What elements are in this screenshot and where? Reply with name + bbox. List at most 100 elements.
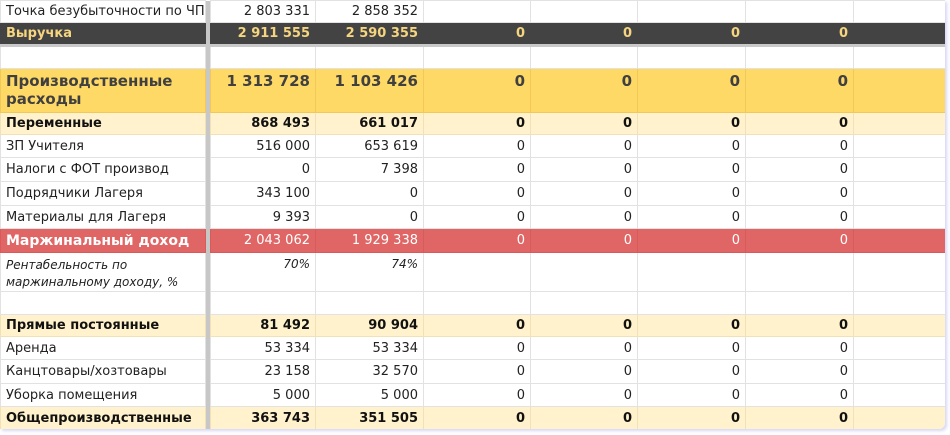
value-cell[interactable]: [853, 383, 945, 407]
value-cell[interactable]: 363 743: [210, 406, 316, 429]
value-cell[interactable]: [853, 44, 945, 69]
value-cell[interactable]: 0: [530, 314, 638, 337]
value-cell[interactable]: 32 570: [315, 359, 424, 384]
frozen-column-divider[interactable]: [205, 44, 211, 69]
value-cell[interactable]: [530, 0, 638, 23]
value-cell[interactable]: [423, 44, 531, 69]
value-cell[interactable]: 0: [745, 134, 854, 158]
value-cell[interactable]: [853, 134, 945, 158]
value-cell[interactable]: [637, 44, 746, 69]
frozen-column-divider[interactable]: [205, 252, 211, 292]
value-cell[interactable]: 2 911 555: [210, 22, 316, 46]
row-label-cell[interactable]: Уборка помещения: [0, 383, 206, 407]
row-label-cell[interactable]: Подрядчики Лагеря: [0, 181, 206, 206]
frozen-column-divider[interactable]: [205, 314, 211, 337]
value-cell[interactable]: [745, 252, 854, 292]
row-label-cell[interactable]: Производственные расходы: [0, 68, 206, 113]
value-cell[interactable]: 0: [423, 157, 531, 182]
row-label-cell[interactable]: Выручка: [0, 22, 206, 46]
value-cell[interactable]: 0: [637, 22, 746, 46]
value-cell[interactable]: 0: [423, 134, 531, 158]
value-cell[interactable]: 90 904: [315, 314, 424, 337]
value-cell[interactable]: 7 398: [315, 157, 424, 182]
frozen-column-divider[interactable]: [205, 68, 211, 113]
value-cell[interactable]: 0: [530, 383, 638, 407]
value-cell[interactable]: 2 590 355: [315, 22, 424, 46]
value-cell[interactable]: 0: [745, 336, 854, 360]
frozen-column-divider[interactable]: [205, 157, 211, 182]
value-cell[interactable]: 0: [637, 336, 746, 360]
value-cell[interactable]: 0: [423, 406, 531, 429]
value-cell[interactable]: [853, 336, 945, 360]
value-cell[interactable]: 0: [745, 359, 854, 384]
value-cell[interactable]: [853, 359, 945, 384]
value-cell[interactable]: 1 313 728: [210, 68, 316, 113]
frozen-column-divider[interactable]: [205, 291, 211, 315]
row-label-cell[interactable]: Аренда: [0, 336, 206, 360]
row-label-cell[interactable]: Канцтовары/хозтовары: [0, 359, 206, 384]
value-cell[interactable]: 0: [637, 112, 746, 135]
value-cell[interactable]: [853, 181, 945, 206]
value-cell[interactable]: 0: [423, 68, 531, 113]
value-cell[interactable]: 53 334: [210, 336, 316, 360]
value-cell[interactable]: 0: [637, 68, 746, 113]
value-cell[interactable]: [315, 291, 424, 315]
value-cell[interactable]: [745, 0, 854, 23]
value-cell[interactable]: [853, 157, 945, 182]
value-cell[interactable]: 53 334: [315, 336, 424, 360]
value-cell[interactable]: 0: [745, 228, 854, 253]
value-cell[interactable]: 0: [745, 406, 854, 429]
value-cell[interactable]: 0: [637, 383, 746, 407]
value-cell[interactable]: [637, 291, 746, 315]
frozen-column-divider[interactable]: [205, 112, 211, 135]
value-cell[interactable]: [853, 406, 945, 429]
value-cell[interactable]: 0: [423, 181, 531, 206]
value-cell[interactable]: 5 000: [210, 383, 316, 407]
value-cell[interactable]: 516 000: [210, 134, 316, 158]
value-cell[interactable]: 2 043 062: [210, 228, 316, 253]
value-cell[interactable]: 343 100: [210, 181, 316, 206]
value-cell[interactable]: 23 158: [210, 359, 316, 384]
value-cell[interactable]: 5 000: [315, 383, 424, 407]
value-cell[interactable]: 2 858 352: [315, 0, 424, 23]
value-cell[interactable]: 0: [530, 157, 638, 182]
frozen-column-divider[interactable]: [205, 228, 211, 253]
value-cell[interactable]: 0: [423, 383, 531, 407]
frozen-column-divider[interactable]: [205, 406, 211, 429]
value-cell[interactable]: 70%: [210, 252, 316, 292]
frozen-column-divider[interactable]: [205, 0, 211, 23]
value-cell[interactable]: 0: [637, 359, 746, 384]
value-cell[interactable]: [745, 44, 854, 69]
value-cell[interactable]: 0: [745, 68, 854, 113]
value-cell[interactable]: [210, 291, 316, 315]
value-cell[interactable]: [853, 252, 945, 292]
value-cell[interactable]: 0: [315, 205, 424, 229]
value-cell[interactable]: 0: [745, 383, 854, 407]
value-cell[interactable]: 0: [530, 112, 638, 135]
value-cell[interactable]: 0: [530, 359, 638, 384]
frozen-column-divider[interactable]: [205, 181, 211, 206]
row-label-cell[interactable]: Налоги с ФОТ производ: [0, 157, 206, 182]
row-label-cell[interactable]: [0, 291, 206, 315]
value-cell[interactable]: 0: [637, 205, 746, 229]
value-cell[interactable]: 0: [315, 181, 424, 206]
value-cell[interactable]: [423, 252, 531, 292]
value-cell[interactable]: [853, 112, 945, 135]
value-cell[interactable]: [853, 0, 945, 23]
value-cell[interactable]: 0: [210, 157, 316, 182]
value-cell[interactable]: 868 493: [210, 112, 316, 135]
value-cell[interactable]: 0: [530, 181, 638, 206]
value-cell[interactable]: [853, 291, 945, 315]
value-cell[interactable]: 0: [745, 112, 854, 135]
value-cell[interactable]: 0: [530, 336, 638, 360]
value-cell[interactable]: [853, 68, 945, 113]
row-label-cell[interactable]: ЗП Учителя: [0, 134, 206, 158]
value-cell[interactable]: 0: [423, 205, 531, 229]
value-cell[interactable]: [423, 291, 531, 315]
value-cell[interactable]: [530, 44, 638, 69]
value-cell[interactable]: 653 619: [315, 134, 424, 158]
value-cell[interactable]: 0: [745, 157, 854, 182]
value-cell[interactable]: 0: [423, 228, 531, 253]
value-cell[interactable]: [853, 314, 945, 337]
value-cell[interactable]: [853, 22, 945, 46]
